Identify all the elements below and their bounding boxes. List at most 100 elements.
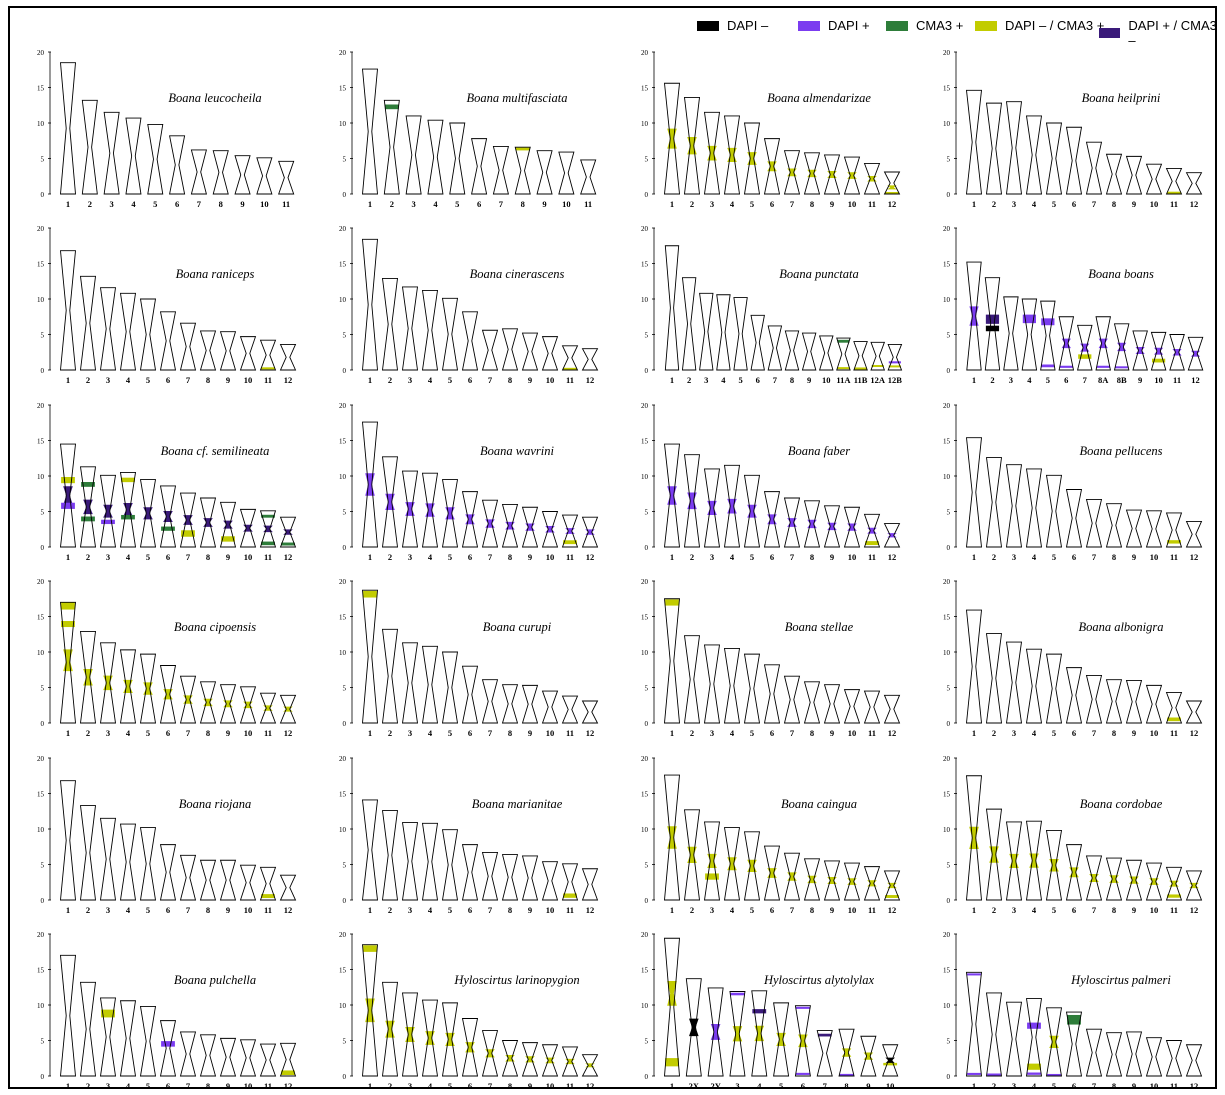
chromosome-outline [541,690,559,724]
chromosome-4: 4 [421,645,439,738]
chromosome-outline [541,1044,559,1077]
chromosome-label: 7 [186,552,191,562]
chromosome-label: 6 [756,375,760,385]
chromosome-outline [561,695,579,724]
chromosome-5: 5 [1045,474,1063,562]
chromosome-label: 2 [86,905,90,915]
species-name: Boana stellae [785,620,854,634]
y-tick-label: 15 [37,438,45,446]
chromosome-label: 3 [408,728,412,738]
y-tick-label: 5 [645,685,649,693]
chromosome-11: 11 [1165,1040,1183,1091]
chromosome-outline [1045,474,1063,548]
band-dapi-plus-cma3-minus [985,314,1000,324]
chromosome-label: 8 [206,552,210,562]
band-centromeric-dapi-plus-cma3-minus [103,504,113,518]
species-name: Boana punctata [779,267,859,281]
chromosome-7: 7 [1085,498,1103,562]
band-dapi-minus-cma3-plus [181,530,195,537]
chromosome-3: 3 [401,822,419,915]
chromosome-6: 6 [763,845,781,915]
chromosome-label: 6 [1072,552,1076,562]
chromosome-label: 8B [1117,375,1127,385]
chromosome-9: 9 [521,684,539,738]
chromosome-label: 1 [368,375,372,385]
chromosome-outline [1187,336,1204,371]
chromosome-6: 6 [169,135,186,209]
chromosome-label: 12 [888,905,897,915]
band-centromeric-dapi-plus [425,503,435,517]
chromosome-outline [99,642,117,724]
chromosome-7: 7 [481,851,499,915]
legend-label: DAPI + [828,18,870,33]
chromosome-7: 7 [492,145,509,209]
chromosome-11: 11 [1169,334,1185,385]
chromosome-7: 7 [481,679,499,738]
band-centromeric-dapi-plus [565,528,575,534]
chromosome-label: 10 [886,1081,895,1091]
chromosome-8: 8 [1105,857,1123,915]
chromosome-4: 4 [119,1000,137,1091]
chromosome-3: 3 [699,292,714,385]
chromosome-label: 10 [546,905,555,915]
chromosome-label: 10 [1154,375,1163,385]
y-tick-label: 10 [37,1002,45,1010]
band-dapi-minus-cma3-plus [61,476,75,484]
chromosome-1: 1 [60,954,76,1091]
chromosome-label: 7 [488,728,493,738]
chromosome-outline [441,829,459,901]
chromosome-outline [681,277,697,371]
band-centromeric-dapi-minus [885,1057,895,1064]
chromosome-label: 6 [468,375,472,385]
y-tick-label: 10 [339,826,347,834]
chromosome-label: 11 [264,905,272,915]
chromosome-outline [863,513,881,548]
band-centromeric-dapi-plus [485,519,495,528]
chromosome-outline [1085,855,1103,901]
y-tick-label: 20 [37,578,45,586]
chromosome-1: 1 [965,971,983,1091]
chromosome-outline [1025,468,1043,548]
chromosome-outline [1145,163,1163,195]
chromosome-6: 6 [461,1018,479,1091]
chromosome-6: 6 [1058,316,1075,385]
chromosome-outline [259,866,277,901]
chromosome-outline [683,635,701,724]
y-tick-label: 20 [37,755,45,763]
chromosome-5: 5 [1040,300,1056,385]
species-name: Boana caingua [781,797,857,811]
chromosome-outline [843,689,861,724]
band-centromeric-dapi-plus [1190,350,1201,357]
chromosome-label: 12 [1190,552,1199,562]
chromosome-outline [278,160,295,195]
chromosome-outline [1125,509,1143,548]
chromosome-outline [1065,126,1083,195]
chromosome-4: 4 [1025,998,1043,1091]
band-centromeric-dapi-minus-cma3-plus [143,682,153,695]
chromosome-5: 5 [139,298,157,385]
chromosome-4: 4 [421,290,439,385]
chromosome-label: 3 [408,1081,412,1091]
chromosome-label: 7 [186,728,191,738]
chromosome-10: 10 [1145,1037,1163,1091]
chromosome-outline [723,827,741,901]
chromosome-outline [1076,324,1093,371]
band-centromeric-dapi-minus-cma3-plus [485,1049,495,1058]
chromosome-label: 7 [186,375,191,385]
chromosome-outline [401,992,419,1077]
chromosome-5: 5 [743,474,761,562]
band-dapi-minus-cma3-plus [61,621,75,628]
chromosome-outline [751,990,768,1077]
chromosome-outline [794,1005,811,1077]
chromosome-12: 12 [1185,870,1203,915]
chromosome-1: 1 [966,609,982,738]
chromosome-label: 2 [86,375,90,385]
chromosome-8: 8 [501,328,519,385]
chromosome-outline [169,135,186,195]
chromosome-outline [1095,316,1111,371]
chromosome-label: 9 [226,905,230,915]
chromosome-label: 9 [1132,905,1136,915]
